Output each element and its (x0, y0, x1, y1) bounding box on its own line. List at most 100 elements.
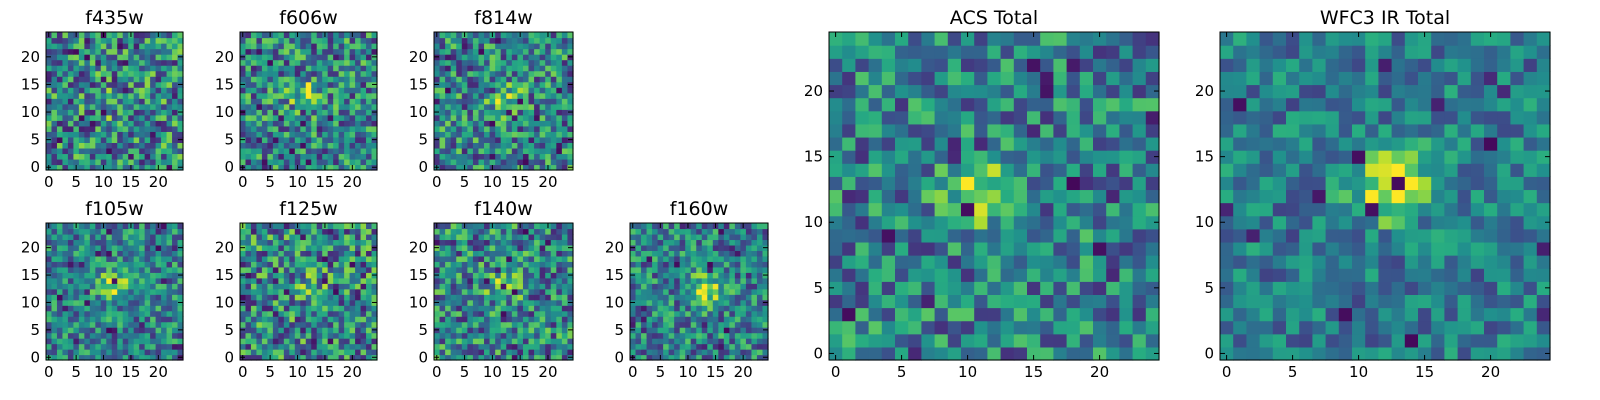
heatmap-cell (267, 114, 274, 121)
heatmap-cell (484, 131, 491, 138)
heatmap-cell (1145, 163, 1160, 177)
heatmap-cell (144, 261, 151, 268)
heatmap-cell (522, 114, 530, 121)
heatmap-cell (472, 266, 480, 273)
x-tick-label: 0 (432, 363, 442, 381)
heatmap-cell (278, 164, 285, 171)
heatmap-cell (439, 158, 446, 166)
heatmap-cell (366, 120, 373, 127)
heatmap-cell (534, 158, 541, 166)
heatmap-cell (556, 343, 563, 350)
heatmap-cell (100, 250, 107, 257)
heatmap-cell (641, 261, 648, 268)
heatmap-cell (556, 120, 563, 127)
heatmap-cell (256, 266, 263, 273)
heatmap-cell (106, 92, 113, 99)
heatmap-cell (478, 288, 485, 295)
heatmap-cell (641, 244, 648, 251)
heatmap-cell (450, 223, 457, 230)
heatmap-cell (561, 136, 569, 143)
heatmap-cell (495, 332, 502, 339)
heatmap-cell (111, 288, 118, 295)
heatmap-cell (545, 305, 552, 312)
heatmap-cell (150, 164, 157, 171)
heatmap-cell (256, 343, 263, 350)
heatmap-cell (1013, 176, 1028, 191)
heatmap-cell (172, 92, 179, 99)
heatmap-cell (556, 316, 563, 323)
heatmap-cell (556, 266, 563, 273)
heatmap-cell (106, 114, 113, 121)
heatmap-cell (100, 59, 107, 66)
heatmap-cell (679, 228, 686, 235)
heatmap-cell (855, 241, 870, 256)
heatmap-cell (456, 255, 463, 262)
heatmap-cell (250, 244, 258, 251)
heatmap-cell (300, 288, 307, 295)
heatmap-cell (155, 136, 162, 143)
heatmap-cell (256, 277, 263, 284)
heatmap-cell (517, 98, 524, 105)
heatmap-cell (117, 48, 124, 55)
heatmap-cell (472, 109, 480, 116)
heatmap-cell (987, 163, 1002, 177)
heatmap-cell (355, 125, 362, 132)
heatmap-cell (467, 272, 474, 279)
heatmap-cell (489, 349, 496, 356)
heatmap-cell (139, 299, 146, 306)
heatmap-cell (172, 321, 179, 328)
heatmap-cell (95, 76, 102, 83)
heatmap-cell (478, 327, 485, 334)
heatmap-cell (256, 327, 263, 334)
heatmap-cell (450, 310, 457, 317)
heatmap-cell (261, 120, 268, 127)
heatmap-cell (712, 255, 719, 262)
heatmap-cell (150, 239, 157, 246)
heatmap-cell (46, 153, 53, 160)
heatmap-cell (256, 239, 263, 246)
heatmap-cell (78, 32, 85, 39)
heatmap-cell (161, 158, 168, 166)
heatmap-cell (545, 288, 552, 295)
heatmap-cell (166, 277, 173, 284)
heatmap-cell (450, 142, 457, 149)
heatmap-cell (539, 349, 546, 356)
heatmap-cell (762, 332, 769, 339)
heatmap-cell (84, 147, 91, 155)
heatmap-cell (327, 32, 334, 39)
heatmap-cell (355, 59, 362, 66)
heatmap-cell (461, 244, 468, 251)
heatmap-cell (139, 54, 146, 61)
heatmap-cell (1027, 215, 1041, 230)
heatmap-cell (283, 277, 290, 284)
heatmap-cell (56, 76, 64, 83)
heatmap-cell (450, 59, 457, 66)
heatmap-cell (729, 250, 736, 257)
heatmap-cell (663, 349, 670, 356)
heatmap-cell (751, 321, 758, 328)
heatmap-cell (84, 98, 91, 105)
heatmap-cell (161, 261, 168, 268)
heatmap-cell (294, 272, 301, 279)
heatmap-cell (144, 354, 151, 361)
heatmap-cell (139, 125, 146, 132)
heatmap-cell (556, 142, 563, 149)
heatmap-cell (245, 316, 252, 323)
heatmap-cell (690, 239, 697, 246)
heatmap-cell (366, 233, 373, 241)
heatmap-cell (338, 332, 345, 339)
heatmap-cell (556, 147, 563, 155)
heatmap-cell (450, 147, 457, 155)
heatmap-cell (139, 343, 146, 350)
heatmap-cell (311, 349, 318, 356)
heatmap-cell (1000, 176, 1015, 191)
heatmap-cell (987, 228, 1002, 243)
y-tick-label: 15 (21, 75, 40, 93)
heatmap-cell (450, 332, 457, 339)
heatmap-cell (371, 310, 378, 317)
heatmap-cell (294, 81, 301, 88)
heatmap-cell (95, 327, 102, 334)
heatmap-cell (305, 103, 312, 110)
heatmap-cell (439, 343, 446, 350)
heatmap-cell (467, 261, 474, 268)
